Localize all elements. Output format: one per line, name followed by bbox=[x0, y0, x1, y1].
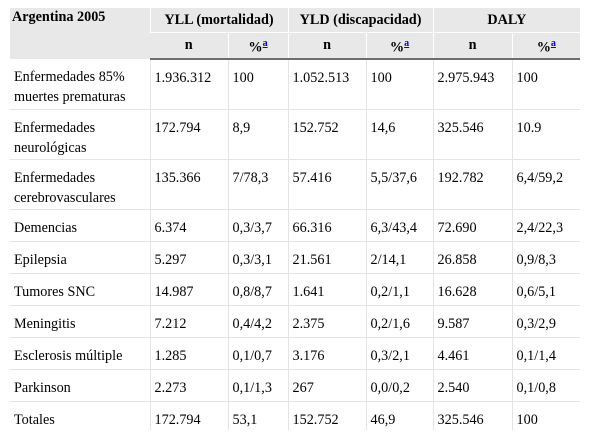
cell-daly-pct: 10.9 bbox=[511, 109, 581, 160]
table-row: Tumores SNC 14.987 0,8/8,7 1.641 0,2/1,1… bbox=[10, 273, 581, 306]
cell-yld-pct: 0,2/1,6 bbox=[365, 305, 434, 338]
header-daly-n: n bbox=[432, 32, 513, 60]
table-body: Enfermedades 85% muertes prematuras 1.93… bbox=[10, 59, 581, 430]
cell-yld-n: 267 bbox=[287, 369, 367, 402]
cell-yll-n: 6.374 bbox=[149, 209, 228, 242]
cell-daly-n: 72.690 bbox=[432, 209, 513, 242]
cell-daly-pct: 100 bbox=[511, 59, 581, 110]
table-header: Argentina 2005 YLL (mortalidad) YLD (dis… bbox=[10, 8, 581, 60]
cell-yll-n: 1.285 bbox=[149, 337, 228, 370]
cell-daly-n: 325.546 bbox=[432, 401, 513, 430]
cell-yll-pct: 0,1/0,7 bbox=[227, 337, 289, 370]
table-row: Epilepsia 5.297 0,3/3,1 21.561 2/14,1 26… bbox=[10, 241, 581, 274]
table-row: Demencias 6.374 0,3/3,7 66.316 6,3/43,4 … bbox=[10, 209, 581, 242]
data-table-container: Argentina 2005 YLL (mortalidad) YLD (dis… bbox=[10, 8, 581, 430]
cell-daly-pct: 0,1/1,4 bbox=[511, 337, 581, 370]
cell-daly-n: 2.975.943 bbox=[432, 59, 513, 110]
cell-yld-pct: 0,0/0,2 bbox=[365, 369, 434, 402]
cell-daly-n: 9.587 bbox=[432, 305, 513, 338]
row-label: Epilepsia bbox=[10, 241, 150, 274]
row-label: Enfermedades cerebrovasculares bbox=[10, 159, 150, 210]
header-daly: DALY bbox=[432, 8, 581, 33]
cell-yld-n: 21.561 bbox=[287, 241, 367, 274]
cell-yll-pct: 100 bbox=[227, 59, 289, 110]
cell-yll-pct: 0,4/4,2 bbox=[227, 305, 289, 338]
table-row: Meningitis 7.212 0,4/4,2 2.375 0,2/1,6 9… bbox=[10, 305, 581, 338]
cell-daly-n: 192.782 bbox=[432, 159, 513, 210]
cell-daly-n: 16.628 bbox=[432, 273, 513, 306]
cell-yll-n: 172.794 bbox=[149, 109, 228, 160]
row-label: Totales bbox=[14, 412, 55, 428]
header-yld-pct: %a bbox=[365, 32, 434, 60]
cell-daly-pct: 0,9/8,3 bbox=[511, 241, 581, 274]
cell-yld-pct: 6,3/43,4 bbox=[365, 209, 434, 242]
cell-yld-pct: 46,9 bbox=[365, 401, 434, 430]
cell-yll-n: 135.366 bbox=[149, 159, 228, 210]
header-yld-n: n bbox=[287, 32, 367, 60]
table-row: Enfermedades 85% muertes prematuras 1.93… bbox=[10, 59, 581, 110]
header-region: Argentina 2005 bbox=[10, 8, 150, 59]
row-label: Esclerosis múltiple bbox=[10, 337, 150, 370]
cell-yld-pct: 0,2/1,1 bbox=[365, 273, 434, 306]
cell-yld-pct: 0,3/2,1 bbox=[365, 337, 434, 370]
cell-daly-pct: 0,1/0,8 bbox=[511, 369, 581, 402]
row-label: Meningitis bbox=[10, 305, 150, 338]
cell-daly-pct: 6,4/59,2 bbox=[511, 159, 581, 210]
table-row: Enfermedades neurológicas 172.794 8,9 15… bbox=[10, 109, 581, 160]
footnote-link[interactable]: a bbox=[550, 37, 556, 49]
cell-yld-n: 57.416 bbox=[287, 159, 367, 210]
row-label: Enfermedades 85% muertes prematuras bbox=[10, 59, 150, 110]
header-yll-n: n bbox=[150, 32, 228, 60]
cell-yld-n: 66.316 bbox=[287, 209, 367, 242]
cell-daly-n: 325.546 bbox=[432, 109, 513, 160]
footnote-link[interactable]: a bbox=[262, 37, 268, 49]
cell-yld-pct: 2/14,1 bbox=[365, 241, 434, 274]
cell-yll-n: 172.794 bbox=[149, 401, 228, 430]
row-label: Tumores SNC bbox=[10, 273, 150, 306]
cell-yll-n: 5.297 bbox=[149, 241, 228, 274]
table-row-totals: Totales 172.794 53,1 152.752 46,9 325.54… bbox=[10, 401, 581, 430]
cell-yld-n: 152.752 bbox=[287, 109, 367, 160]
cell-daly-pct: 2,4/22,3 bbox=[511, 209, 581, 242]
cell-daly-n: 4.461 bbox=[432, 337, 513, 370]
table-row: Parkinson 2.273 0,1/1,3 267 0,0/0,2 2.54… bbox=[10, 369, 581, 402]
cell-yll-pct: 0,1/1,3 bbox=[227, 369, 289, 402]
cell-yll-pct: 8,9 bbox=[227, 109, 289, 160]
burden-of-disease-table: Argentina 2005 YLL (mortalidad) YLD (dis… bbox=[10, 8, 581, 430]
header-yld: YLD (discapacidad) bbox=[287, 8, 434, 33]
footnote-link[interactable]: a bbox=[404, 37, 410, 49]
cell-yll-pct: 0,8/8,7 bbox=[227, 273, 289, 306]
table-row: Esclerosis múltiple 1.285 0,1/0,7 3.176 … bbox=[10, 337, 581, 370]
cell-yll-pct: 0,3/3,7 bbox=[227, 209, 289, 242]
cell-yll-n: 14.987 bbox=[149, 273, 228, 306]
row-label: Demencias bbox=[10, 209, 150, 242]
cell-yld-pct: 100 bbox=[365, 59, 434, 110]
cell-daly-n: 26.858 bbox=[432, 241, 513, 274]
header-daly-pct: %a bbox=[511, 32, 581, 60]
cell-yld-pct: 14,6 bbox=[365, 109, 434, 160]
cell-yld-n: 1.641 bbox=[287, 273, 367, 306]
cell-daly-pct: 0,6/5,1 bbox=[511, 273, 581, 306]
header-yll-pct: %a bbox=[227, 32, 289, 60]
cell-yld-n: 2.375 bbox=[287, 305, 367, 338]
cell-yll-n: 7.212 bbox=[149, 305, 228, 338]
row-label: Parkinson bbox=[10, 369, 150, 402]
cell-yll-n: 1.936.312 bbox=[149, 59, 228, 110]
cell-yll-pct: 53,1 bbox=[227, 401, 289, 430]
cell-yll-pct: 0,3/3,1 bbox=[227, 241, 289, 274]
cell-yld-pct: 5,5/37,6 bbox=[365, 159, 434, 210]
cell-yll-pct: 7/78,3 bbox=[227, 159, 289, 210]
cell-yld-n: 3.176 bbox=[287, 337, 367, 370]
table-row: Enfermedades cerebrovasculares 135.366 7… bbox=[10, 159, 581, 210]
cell-yll-n: 2.273 bbox=[149, 369, 228, 402]
cell-yld-n: 152.752 bbox=[287, 401, 367, 430]
cell-daly-pct: 100 bbox=[511, 401, 581, 430]
header-yll: YLL (mortalidad) bbox=[149, 8, 289, 33]
cell-daly-pct: 0,3/2,9 bbox=[511, 305, 581, 338]
cell-yld-n: 1.052.513 bbox=[287, 59, 367, 110]
cell-daly-n: 2.540 bbox=[432, 369, 513, 402]
row-label: Enfermedades neurológicas bbox=[10, 109, 150, 160]
